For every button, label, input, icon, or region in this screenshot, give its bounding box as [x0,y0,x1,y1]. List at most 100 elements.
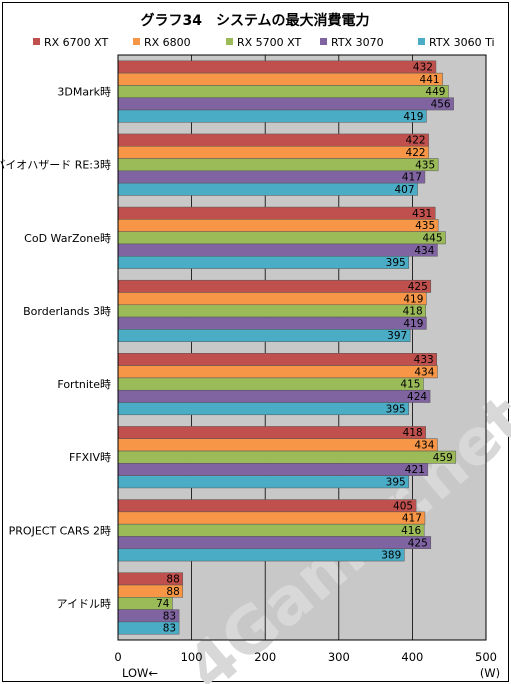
category-label: FFXIV時 [69,451,111,464]
bar [117,365,438,379]
bar [117,292,427,306]
category-label: Borderlands 3時 [23,305,111,318]
data-label: 418 [403,427,423,439]
legend-label: RTX 3060 Ti [429,36,495,49]
bar [117,182,418,196]
data-label: 435 [415,220,435,232]
x-tick-label: 400 [401,650,423,664]
data-label: 415 [400,379,420,391]
data-label: 395 [386,403,406,415]
x-tick-label: 300 [328,650,350,664]
bar [117,85,449,98]
data-label: 422 [406,135,426,147]
bar [117,475,409,489]
data-label: 405 [393,500,413,512]
data-label: 434 [414,440,434,452]
data-label: 441 [420,74,440,86]
data-label: 83 [163,623,176,635]
bar [117,536,432,550]
legend-swatch [33,38,40,45]
bar [117,72,443,86]
data-label: 421 [405,464,425,476]
data-label: 459 [433,452,453,464]
bar [117,231,446,245]
category-label: CoD WarZone時 [24,232,111,245]
data-label: 422 [406,147,426,159]
x-unit-label: (W) [480,666,500,680]
data-label: 397 [387,330,407,342]
legend-swatch [133,38,140,45]
bar [117,353,437,366]
data-label: 434 [414,366,434,378]
data-label: 456 [431,99,451,111]
bar [117,389,431,403]
data-label: 431 [412,208,432,220]
bar [117,402,409,416]
data-label: 445 [422,232,442,244]
bar [117,109,427,123]
low-direction-note: LOW← [122,666,158,680]
data-label: 417 [402,172,422,184]
data-label: 407 [395,184,415,196]
legend-swatch [320,38,327,45]
bar [117,60,437,74]
data-label: 434 [414,245,434,257]
category-label: バイオハザード RE:3時 [0,159,111,172]
bar [117,133,429,147]
bar [117,548,405,562]
category-label: PROJECT CARS 2時 [9,524,111,537]
bar [117,329,411,342]
bar [117,377,424,391]
data-label: 432 [413,62,433,74]
data-label: 416 [401,525,421,537]
bar [117,256,409,269]
legend-label: RX 6700 XT [44,36,109,49]
plot-frame [117,54,487,641]
bar [117,170,426,184]
bar [117,463,429,476]
data-label: 419 [403,318,423,330]
data-label: 425 [408,281,428,293]
data-label: 395 [386,257,406,269]
data-label: 88 [166,586,179,598]
bar [117,279,432,293]
data-label: 417 [402,513,422,525]
x-tick-label: 0 [114,650,121,664]
x-tick-label: 200 [254,650,276,664]
bar [117,97,454,111]
data-label: 424 [407,391,427,403]
data-label: 389 [381,550,401,562]
category-label: アイドル時 [57,597,111,610]
data-label: 419 [403,293,423,305]
data-label: 418 [403,306,423,318]
bar [117,438,438,452]
chart-title: グラフ34 システムの最大消費電力 [140,12,369,29]
bar [117,145,429,159]
x-tick-label: 100 [181,650,203,664]
bar [117,523,425,537]
category-label: Fortnite時 [57,378,111,391]
bar [117,304,426,318]
data-label: 88 [166,573,179,585]
legend-swatch [226,38,233,45]
data-label: 449 [425,86,445,98]
legend-label: RX 6800 [144,36,191,49]
category-label: 3DMark時 [57,86,111,99]
data-label: 419 [403,111,423,123]
bar [117,206,436,220]
bar [117,511,426,525]
data-label: 395 [386,476,406,488]
bar [117,243,438,257]
data-label: 83 [163,610,176,622]
bar [117,450,457,464]
data-label: 74 [156,598,170,610]
data-label: 425 [408,537,428,549]
bar [117,426,426,439]
data-label: 435 [415,159,435,171]
bar [117,316,427,330]
x-tick-label: 500 [475,650,497,664]
legend-label: RX 5700 XT [237,36,302,49]
